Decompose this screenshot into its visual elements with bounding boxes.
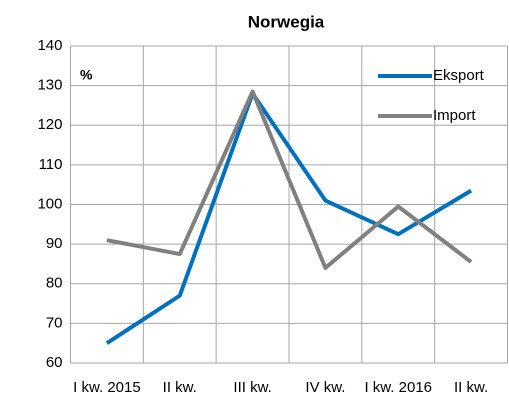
data-line <box>106 89 473 270</box>
legend-label: Eksport <box>433 67 485 84</box>
y-tick-label: 110 <box>39 156 63 173</box>
y-tick-label: 130 <box>37 77 62 94</box>
chart-title: Norwegia <box>248 12 325 31</box>
data-line <box>105 91 473 345</box>
x-tick-label: I kw. 2016 <box>364 379 432 396</box>
x-tick-label: IV kw. <box>305 379 345 396</box>
y-tick-label: 90 <box>46 235 63 252</box>
annotation: % <box>80 67 93 83</box>
y-tick-label: 140 <box>37 37 62 54</box>
y-tick-label: 70 <box>46 314 63 331</box>
y-tick-label: 80 <box>46 275 63 292</box>
x-tick-label: III kw. <box>233 379 271 396</box>
x-tick-label: II kw. <box>163 379 197 396</box>
y-tick-label: 100 <box>37 195 62 212</box>
y-tick-label: 60 <box>46 354 63 371</box>
legend-label: Import <box>433 107 476 124</box>
y-tick-label: 120 <box>37 116 62 133</box>
x-tick-label: II kw. <box>454 379 488 396</box>
x-tick-label: I kw. 2015 <box>73 379 141 396</box>
